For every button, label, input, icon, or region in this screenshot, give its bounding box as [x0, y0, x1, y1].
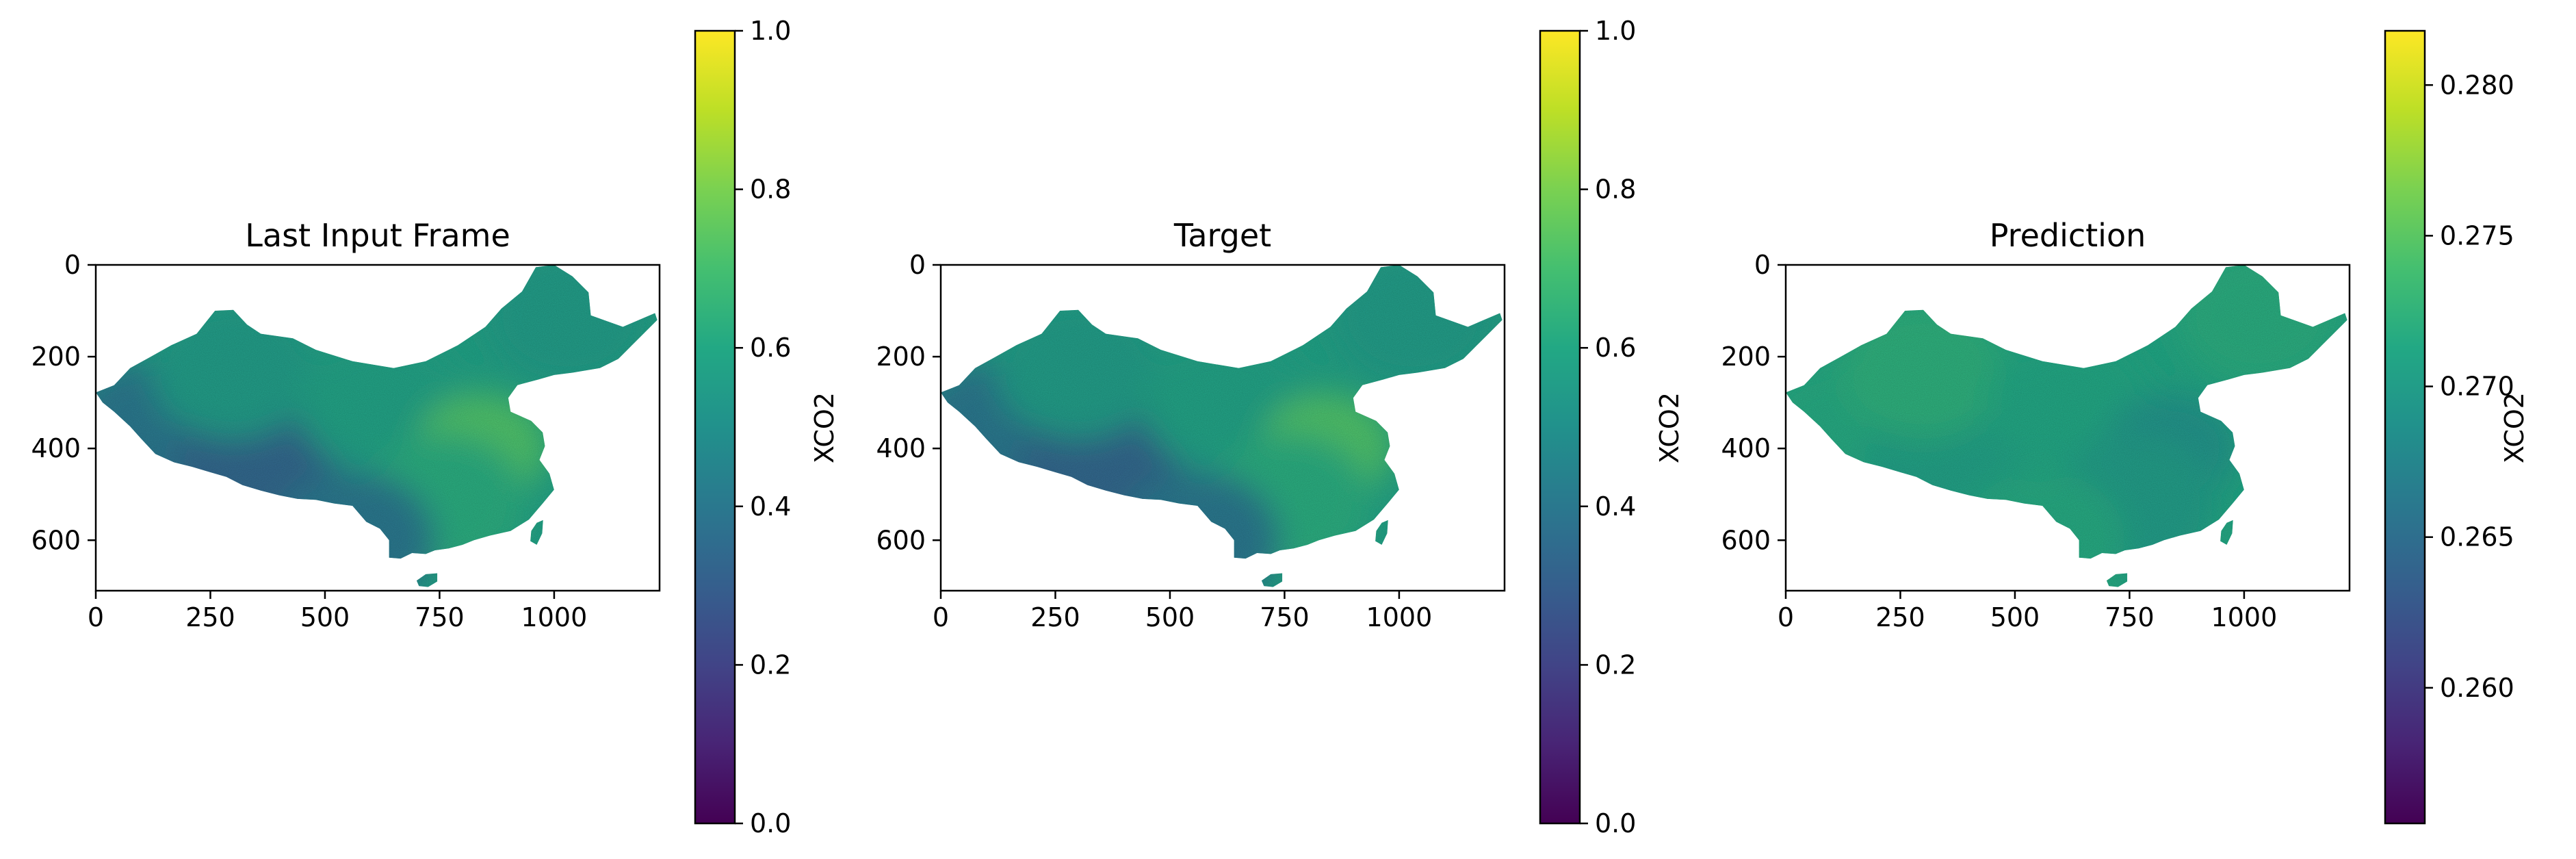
x-tick-label: 750	[1260, 602, 1310, 632]
y-tick-label: 0	[909, 250, 926, 280]
map-texture	[941, 265, 1502, 587]
axes-frame	[94, 264, 661, 592]
y-tick-label: 0	[64, 250, 81, 280]
y-tick-label: 400	[1721, 433, 1771, 463]
colorbar-label: XCO2	[809, 392, 840, 463]
y-tick-label: 400	[31, 433, 81, 463]
y-tick-label: 400	[876, 433, 926, 463]
x-tick-label: 0	[1778, 602, 1794, 632]
x-tick-label: 250	[1875, 602, 1925, 632]
x-tick-label: 1000	[2211, 602, 2278, 632]
colorbar-tick-label: 0.8	[750, 175, 791, 205]
colorbar: XCO2 0.260 0.265 0.270 0.275 0.280	[2384, 29, 2529, 825]
colorbar-tick-label: 1.0	[1595, 16, 1636, 46]
colorbar-tick-label: 0.4	[750, 491, 791, 522]
x-tick-label: 500	[1145, 602, 1195, 632]
colorbar: XCO2 0.0 0.2 0.4 0.6 0.8 1.0	[1539, 16, 1684, 838]
colorbar-tick-label: 0.265	[2440, 522, 2514, 552]
x-tick-label: 250	[185, 602, 235, 632]
panel-title: Target	[1173, 217, 1271, 254]
x-axis: 0 250 500 750 1000	[933, 591, 1432, 632]
y-tick-label: 600	[31, 525, 81, 555]
y-axis: 0 200 400 600	[1721, 250, 1786, 555]
y-tick-label: 200	[31, 342, 81, 372]
map-texture	[96, 265, 658, 587]
panel-prediction: Prediction 0 250 500 750 1000 0 200 400 600 XCO…	[1721, 29, 2529, 825]
colorbar-label: XCO2	[1654, 392, 1684, 463]
y-axis: 0 200 400 600	[31, 250, 96, 555]
x-tick-label: 250	[1030, 602, 1080, 632]
x-axis: 0 250 500 750 1000	[1778, 591, 2277, 632]
colorbar-tick-label: 0.260	[2440, 673, 2514, 703]
colorbar-tick-label: 0.4	[1595, 491, 1636, 522]
x-tick-label: 750	[415, 602, 465, 632]
colorbar-tick-label: 0.8	[1595, 175, 1636, 205]
colorbar-gradient	[694, 29, 736, 825]
y-tick-label: 200	[1721, 342, 1771, 372]
x-tick-label: 500	[1990, 602, 2040, 632]
map-area	[96, 265, 658, 587]
x-tick-label: 0	[933, 602, 949, 632]
colorbar-tick-label: 1.0	[750, 16, 791, 46]
axes-frame	[939, 264, 1506, 592]
colorbar-tick-label: 0.6	[750, 333, 791, 363]
colorbar: XCO2 0.0 0.2 0.4 0.6 0.8 1.0	[694, 16, 840, 838]
x-axis: 0 250 500 750 1000	[88, 591, 587, 632]
panel-title: Last Input Frame	[245, 217, 510, 254]
colorbar-label: XCO2	[2499, 392, 2529, 463]
colorbar-tick-label: 0.2	[750, 650, 791, 680]
x-tick-label: 0	[88, 602, 104, 632]
x-tick-label: 1000	[521, 602, 588, 632]
y-tick-label: 600	[1721, 525, 1771, 555]
y-tick-label: 600	[876, 525, 926, 555]
map-area	[1786, 265, 2347, 587]
colorbar-tick-label: 0.280	[2440, 70, 2514, 100]
map-area	[941, 265, 1502, 587]
panel-title: Prediction	[1990, 217, 2146, 254]
panel-target: Target 0 250 500 750 1000 0 200 400 600 XCO2 0.…	[876, 16, 1684, 838]
colorbar-tick-label: 0.2	[1595, 650, 1636, 680]
colorbar-gradient	[2384, 29, 2426, 825]
colorbar-tick-label: 0.6	[1595, 333, 1636, 363]
x-tick-label: 500	[300, 602, 350, 632]
x-tick-label: 750	[2105, 602, 2155, 632]
colorbar-tick-label: 0.270	[2440, 372, 2514, 402]
colorbar-tick-label: 0.275	[2440, 220, 2514, 251]
map-texture	[1786, 265, 2347, 587]
axes-frame	[1784, 264, 2351, 592]
colorbar-tick-label: 0.0	[750, 808, 791, 838]
y-axis: 0 200 400 600	[876, 250, 941, 555]
y-tick-label: 200	[876, 342, 926, 372]
colorbar-tick-label: 0.0	[1595, 808, 1636, 838]
panel-last-input-frame: Last Input Frame 0 250 500 750 1000 0 200 400 6…	[31, 16, 840, 838]
colorbar-gradient	[1539, 29, 1581, 825]
x-tick-label: 1000	[1366, 602, 1433, 632]
y-tick-label: 0	[1754, 250, 1771, 280]
